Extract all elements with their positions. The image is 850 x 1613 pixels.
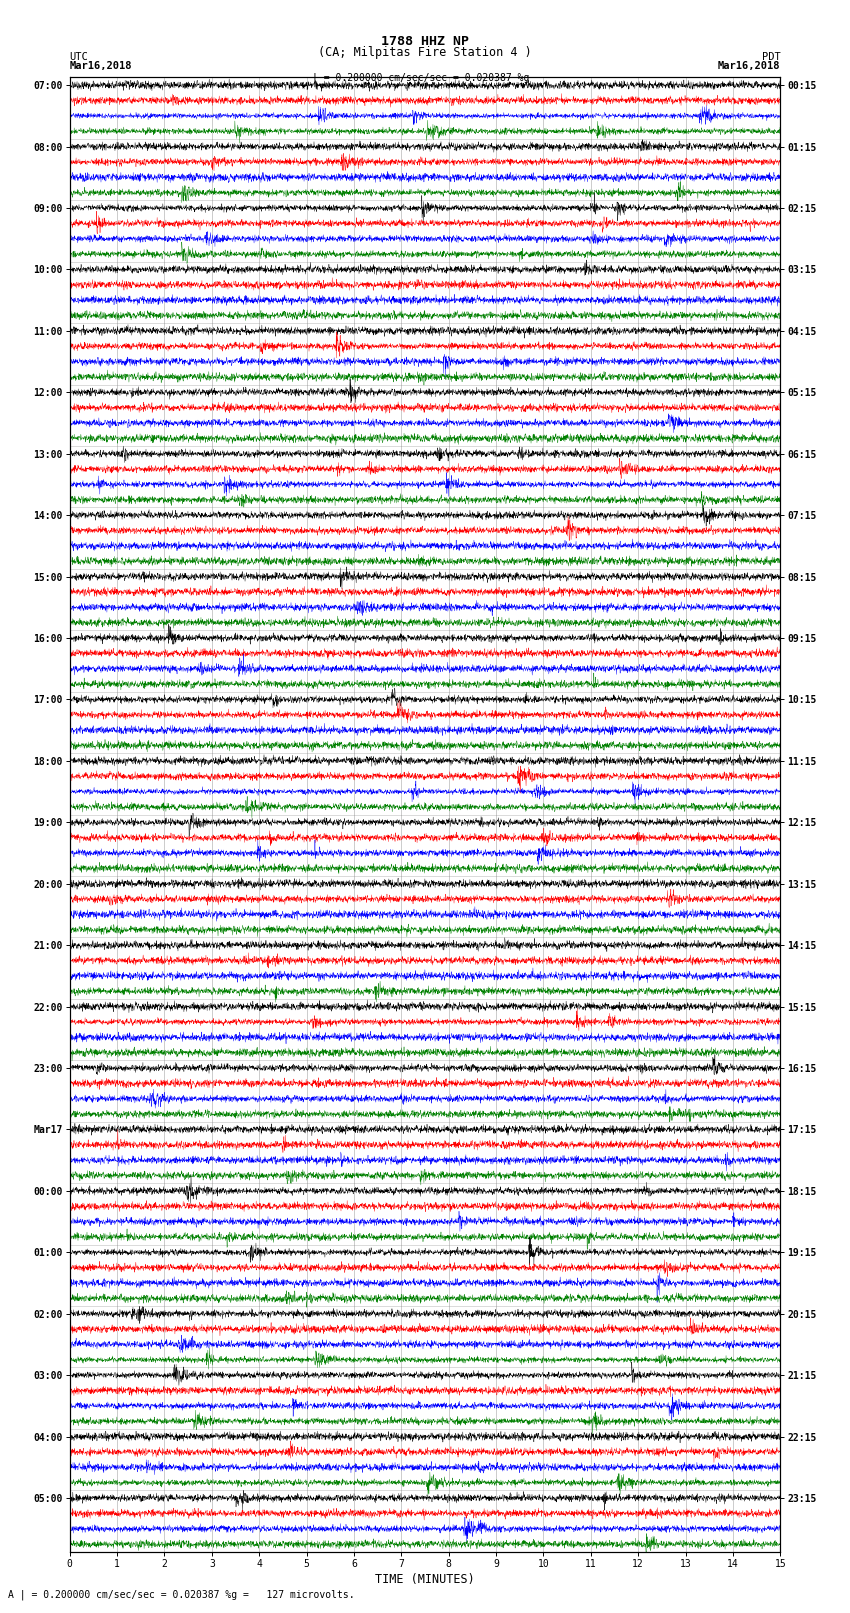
Text: UTC: UTC — [70, 52, 88, 61]
X-axis label: TIME (MINUTES): TIME (MINUTES) — [375, 1573, 475, 1586]
Text: (CA; Milpitas Fire Station 4 ): (CA; Milpitas Fire Station 4 ) — [318, 45, 532, 60]
Text: 1788 HHZ NP: 1788 HHZ NP — [381, 35, 469, 48]
Text: Mar16,2018: Mar16,2018 — [717, 61, 780, 71]
Text: Mar16,2018: Mar16,2018 — [70, 61, 133, 71]
Text: PDT: PDT — [762, 52, 780, 61]
Text: | = 0.200000 cm/sec/sec = 0.020387 %g: | = 0.200000 cm/sec/sec = 0.020387 %g — [312, 73, 530, 84]
Text: A | = 0.200000 cm/sec/sec = 0.020387 %g =   127 microvolts.: A | = 0.200000 cm/sec/sec = 0.020387 %g … — [8, 1589, 355, 1600]
